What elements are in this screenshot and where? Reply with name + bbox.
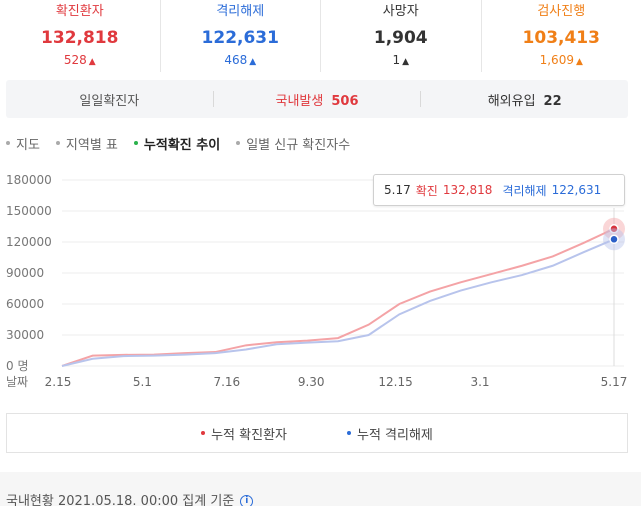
up-arrow-icon: ▲	[402, 57, 410, 67]
chart-legend: 누적 확진환자 누적 격리해제	[6, 413, 628, 453]
tab-cumulative-trend[interactable]: 누적확진 추이	[133, 134, 220, 153]
legend-confirmed[interactable]: 누적 확진환자	[201, 424, 287, 443]
stat-confirmed[interactable]: 확진환자 132,818 528 ▲	[0, 0, 161, 72]
stat-confirmed-label: 확진환자	[55, 4, 104, 19]
bullet-icon	[133, 141, 138, 145]
x-tick-label: 12.15	[378, 375, 412, 389]
tooltip-confirmed-label: 확진	[415, 183, 438, 198]
bullet-icon	[6, 141, 10, 145]
up-arrow-icon: ▲	[88, 57, 96, 67]
stat-deaths[interactable]: 사망자 1,904 1 ▲	[321, 0, 482, 72]
y-tick-label: 30000	[6, 328, 44, 342]
daily-tabs: 일일확진자 국내발생 506 해외유입 22	[6, 80, 628, 118]
series-point	[609, 234, 619, 245]
x-tick-label: 3.1	[470, 375, 489, 389]
series-released-line	[61, 238, 615, 367]
bullet-icon	[55, 141, 60, 145]
stat-deaths-label: 사망자	[382, 4, 419, 19]
chart-tooltip: 5.17 확진 132,818 격리해제 122,631	[373, 174, 625, 206]
footer-text: 국내현황 2021.05.18. 00:00 집계 기준	[6, 494, 235, 506]
x-tick-label: 9.30	[298, 375, 325, 389]
tab-map[interactable]: 지도	[6, 134, 40, 153]
y-tick-label: 60000	[6, 297, 44, 311]
tooltip-confirmed-value: 132,818	[442, 183, 493, 197]
stat-deaths-delta: 1 ▲	[392, 53, 410, 67]
stat-deaths-value: 1,904	[373, 28, 428, 48]
tab-region-table[interactable]: 지역별 표	[55, 134, 118, 153]
tab-daily-confirmed[interactable]: 일일확진자	[79, 93, 140, 109]
x-tick-label: 2.15	[45, 375, 72, 389]
y-tick-label: 90000	[6, 266, 44, 280]
stat-confirmed-value: 132,818	[41, 28, 119, 48]
y-tick-label: 0 명	[6, 359, 29, 373]
stat-released[interactable]: 격리해제 122,631 468 ▲	[161, 0, 321, 72]
up-arrow-icon: ▲	[575, 57, 583, 67]
stat-released-label: 격리해제	[216, 4, 265, 19]
stat-released-delta: 468 ▲	[224, 53, 257, 67]
view-tabs: 지도 지역별 표 누적확진 추이 일별 신규 확진자수	[6, 134, 366, 153]
x-tick-label: 7.16	[213, 375, 240, 389]
divider	[212, 91, 214, 107]
y-tick-label: 150000	[6, 204, 52, 218]
up-arrow-icon: ▲	[249, 57, 257, 67]
tooltip-date: 5.17	[384, 183, 411, 197]
blue-dot-icon	[347, 431, 351, 435]
x-tick-label: 5.17	[601, 375, 628, 389]
divider	[420, 91, 422, 107]
series-confirmed-line	[61, 227, 615, 367]
stat-testing-label: 검사진행	[537, 4, 586, 19]
series-point	[609, 224, 619, 234]
tooltip-released-value: 122,631	[551, 183, 602, 197]
stat-testing-delta: 1,609 ▲	[539, 53, 583, 67]
tab-domestic[interactable]: 국내발생 506	[275, 93, 359, 109]
tab-daily-new[interactable]: 일별 신규 확진자수	[236, 134, 350, 153]
stats-bar: 확진환자 132,818 528 ▲ 격리해제 122,631 468 ▲ 사망자 …	[0, 0, 641, 72]
stat-testing-value: 103,413	[522, 28, 600, 48]
info-icon[interactable]: i	[240, 495, 254, 506]
stat-testing[interactable]: 검사진행 103,413 1,609 ▲	[482, 0, 641, 72]
x-tick-label: 5.1	[133, 375, 152, 389]
red-dot-icon	[201, 431, 206, 435]
y-tick-label: 120000	[6, 235, 52, 249]
tab-overseas[interactable]: 해외유입 22	[487, 93, 562, 109]
legend-released[interactable]: 누적 격리해제	[347, 424, 433, 443]
overseas-count: 22	[543, 93, 562, 109]
cumulative-chart[interactable]: 180000 150000 120000 90000 60000 30000 0 명 2.15…	[0, 168, 641, 400]
stat-released-value: 122,631	[201, 28, 279, 48]
domestic-count: 506	[331, 93, 359, 109]
footer: 국내현황 2021.05.18. 00:00 집계 기준 i	[0, 472, 641, 506]
y-tick-label: 180000	[6, 173, 52, 187]
bullet-icon	[236, 141, 241, 145]
tooltip-released-label: 격리해제	[502, 183, 547, 198]
stat-confirmed-delta: 528 ▲	[63, 53, 96, 67]
x-axis-label: 날짜	[6, 375, 28, 389]
